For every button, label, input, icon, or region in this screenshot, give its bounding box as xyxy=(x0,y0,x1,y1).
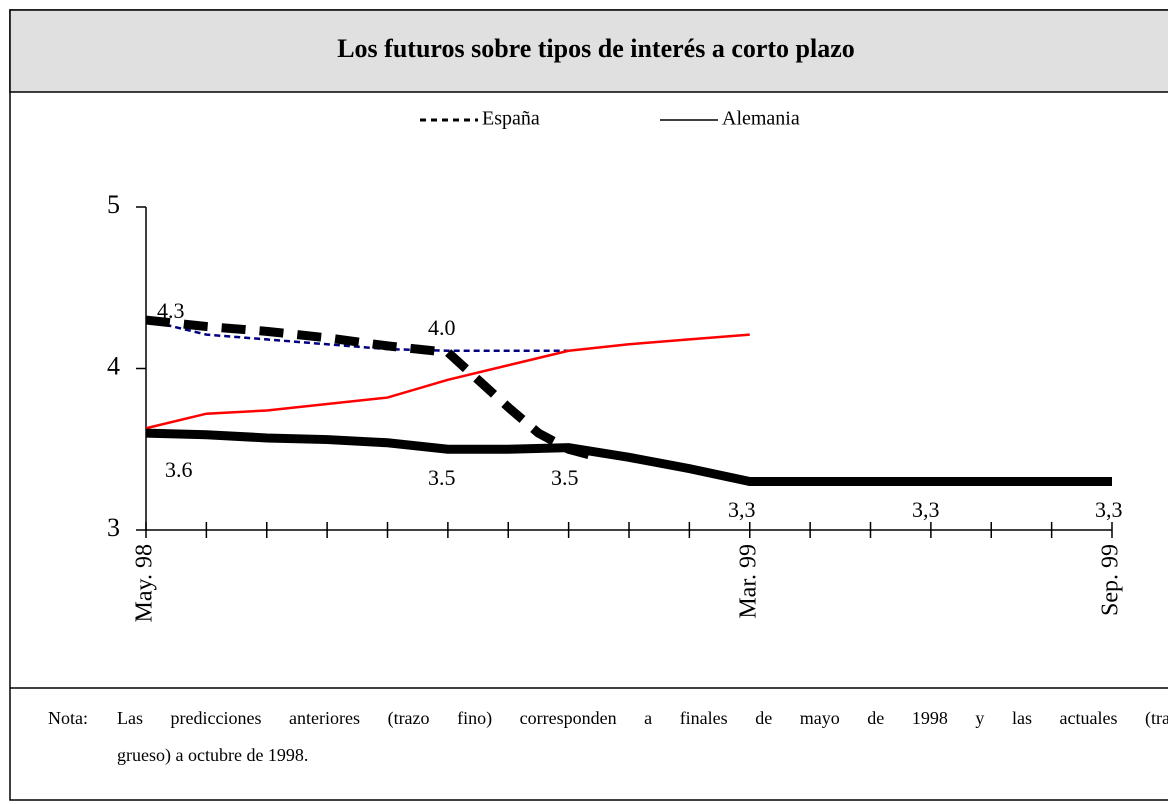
legend-label: Alemania xyxy=(722,108,800,130)
note-line: grueso) a octubre de 1998. xyxy=(117,745,309,765)
y-tick-label: 4 xyxy=(107,351,120,380)
series-line xyxy=(145,315,600,462)
chart-title: Los futuros sobre tipos de interés a cor… xyxy=(337,34,855,63)
note-line: Las predicciones anteriores (trazo fino)… xyxy=(117,708,1168,728)
note-label: Nota: xyxy=(48,708,88,728)
data-label: 3,3 xyxy=(728,497,756,522)
data-label: 4.0 xyxy=(428,315,456,340)
x-tick-label: Mar. 99 xyxy=(735,544,761,619)
y-tick-label: 3 xyxy=(107,513,120,542)
y-tick-label: 5 xyxy=(107,190,120,219)
frame xyxy=(9,9,1168,801)
data-label: 3.6 xyxy=(165,457,193,482)
series-line xyxy=(145,428,1112,487)
data-label: 3.5 xyxy=(428,465,456,490)
series-line xyxy=(145,318,569,352)
data-label: 3.5 xyxy=(551,465,579,490)
data-label: 3,3 xyxy=(1095,497,1123,522)
x-tick-label: May. 98 xyxy=(132,544,158,622)
legend-label: España xyxy=(482,108,540,130)
data-label: 3,3 xyxy=(912,497,940,522)
data-label: 4.3 xyxy=(157,298,185,323)
x-tick-label: Sep. 99 xyxy=(1098,544,1124,616)
title-band xyxy=(9,9,1168,93)
series-line xyxy=(145,333,750,430)
